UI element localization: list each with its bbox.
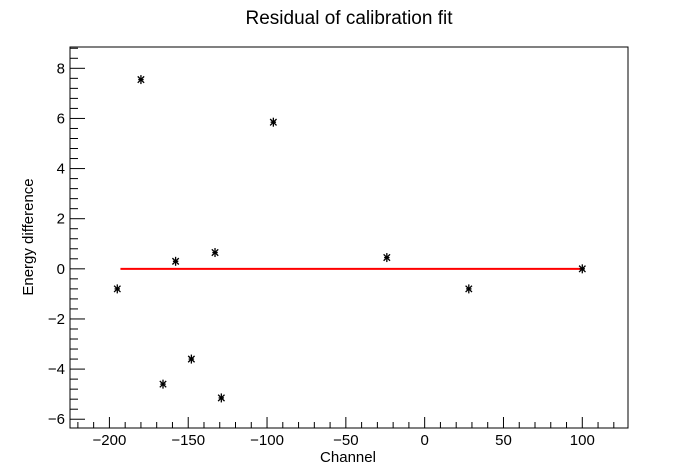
data-point	[187, 354, 196, 364]
plot-frame	[69, 46, 629, 429]
data-point	[269, 117, 277, 127]
y-tick-label: −4	[48, 361, 65, 378]
data-point	[159, 379, 167, 389]
chart-title: Residual of calibration fit	[246, 8, 454, 29]
data-point	[137, 75, 145, 85]
x-tick-label: −50	[333, 432, 358, 449]
x-tick-label: −200	[93, 432, 127, 449]
data-point	[217, 393, 225, 403]
y-tick-label: 4	[57, 161, 65, 178]
y-tick-label: −6	[48, 411, 65, 428]
y-tick-label: 6	[57, 110, 65, 127]
data-point	[578, 264, 586, 274]
data-point	[383, 253, 391, 263]
points-layer	[113, 75, 586, 403]
data-point	[113, 284, 121, 294]
y-axis-title: Energy difference	[20, 178, 37, 295]
x-tick-label: 100	[570, 432, 595, 449]
x-tick-label: 50	[495, 432, 512, 449]
y-tick-label: 0	[57, 261, 65, 278]
x-tick-label: 0	[420, 432, 428, 449]
x-axis-title: Channel	[320, 449, 376, 466]
y-tick-label: 2	[57, 211, 65, 228]
data-point	[171, 256, 180, 266]
data-point	[465, 284, 473, 294]
x-tick-label: −100	[250, 432, 284, 449]
y-axis: −6 −4 −2 0 2 4 6 8	[48, 47, 85, 428]
x-tick-label: −150	[171, 432, 205, 449]
data-point	[211, 248, 219, 258]
y-tick-label: 8	[57, 60, 65, 77]
y-tick-label: −2	[48, 311, 65, 328]
x-axis: −200 −150 −100 −50 0 50 100	[77, 417, 615, 449]
